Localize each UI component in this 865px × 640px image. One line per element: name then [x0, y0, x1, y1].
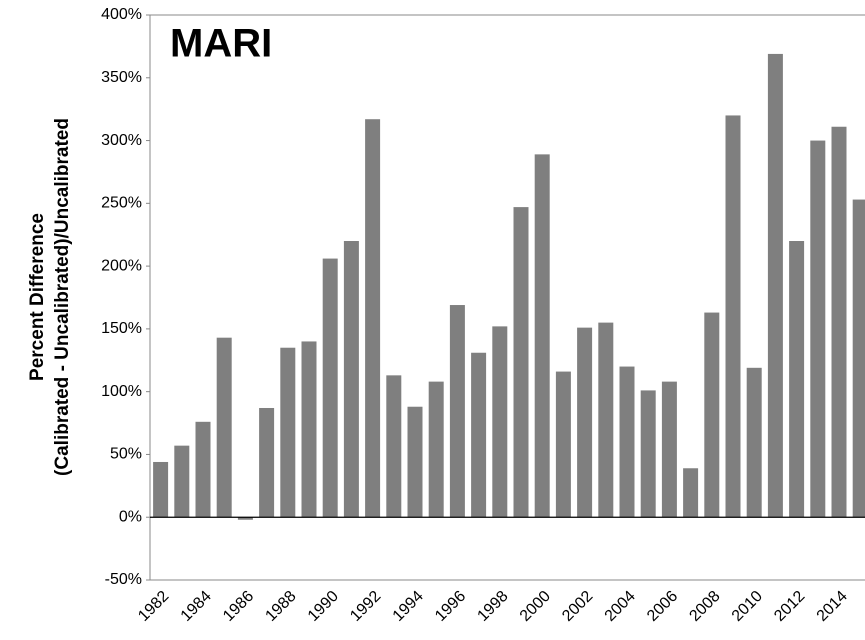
bar	[195, 421, 211, 518]
x-tick-label: 2002	[559, 588, 596, 625]
bar	[534, 154, 550, 518]
bar	[343, 241, 359, 518]
y-tick-label: -50%	[105, 571, 142, 588]
bar	[365, 119, 381, 518]
y-tick-label: 250%	[101, 195, 142, 212]
x-tick-label: 1992	[347, 588, 384, 625]
y-axis-title: (Calibrated - Uncalibrated)/Uncalibrated	[52, 118, 73, 476]
y-tick-label: 0%	[119, 508, 142, 525]
x-tick-label: 1998	[474, 588, 511, 625]
bar	[746, 367, 762, 518]
bar	[789, 241, 805, 518]
bar	[386, 375, 402, 518]
bar	[555, 371, 571, 518]
bar	[259, 407, 275, 518]
x-tick-label: 1990	[305, 588, 342, 625]
bar	[513, 207, 529, 518]
y-tick-label: 300%	[101, 132, 142, 149]
bar	[153, 461, 169, 518]
x-tick-label: 2012	[771, 588, 808, 625]
x-tick-label: 2008	[686, 588, 723, 625]
bar	[216, 337, 232, 518]
y-tick-label: 50%	[110, 446, 142, 463]
y-axis-title: Percent Difference	[27, 213, 48, 381]
x-tick-label: 1986	[220, 588, 257, 625]
bar	[852, 199, 865, 518]
bar	[322, 258, 338, 518]
y-tick-label: 150%	[101, 320, 142, 337]
bar	[471, 352, 487, 518]
bar	[237, 517, 253, 520]
bar	[767, 53, 783, 518]
x-tick-label: 1988	[262, 588, 299, 625]
x-tick-label: 2006	[644, 588, 681, 625]
bar	[280, 347, 296, 518]
bar	[683, 468, 699, 518]
bar	[428, 381, 444, 518]
chart-title: MARI	[170, 22, 272, 66]
y-tick-label: 400%	[101, 6, 142, 23]
x-tick-label: 1996	[432, 588, 469, 625]
x-tick-label: 2000	[517, 588, 554, 625]
bar	[492, 326, 508, 518]
x-tick-label: 1982	[135, 588, 172, 625]
bar	[619, 366, 635, 518]
bar	[598, 322, 614, 518]
y-tick-label: 100%	[101, 383, 142, 400]
bar	[810, 140, 826, 518]
bar	[301, 341, 317, 518]
bar	[577, 327, 593, 518]
x-tick-label: 2014	[814, 588, 851, 625]
bar	[704, 312, 720, 518]
bar	[174, 445, 190, 518]
y-tick-label: 350%	[101, 69, 142, 86]
plot-frame	[149, 14, 865, 581]
bar	[640, 390, 656, 518]
bar	[407, 406, 423, 518]
bar	[449, 305, 465, 518]
y-tick-label: 200%	[101, 257, 142, 274]
bar	[831, 126, 847, 518]
x-tick-label: 2010	[729, 588, 766, 625]
bar	[661, 381, 677, 518]
bar	[725, 115, 741, 518]
x-tick-label: 2004	[602, 588, 639, 625]
x-tick-label: 1984	[178, 588, 215, 625]
x-tick-label: 1994	[390, 588, 427, 625]
